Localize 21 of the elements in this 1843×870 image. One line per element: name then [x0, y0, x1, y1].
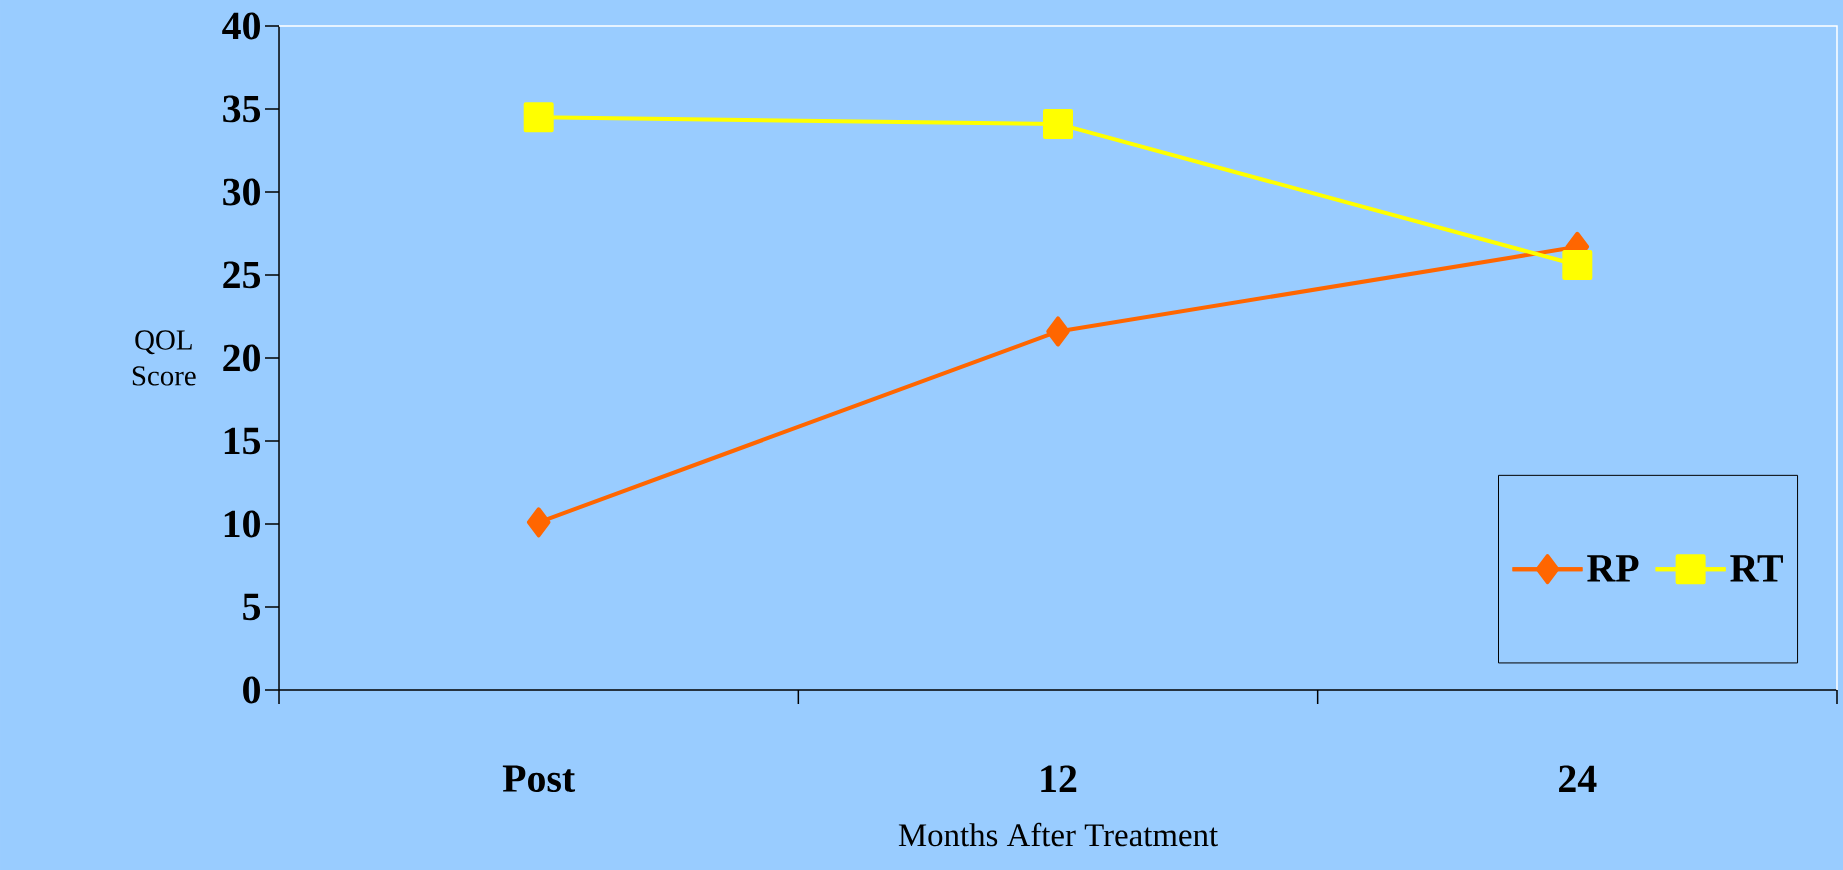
x-tick-label: Post	[502, 765, 576, 792]
legend-label: RP	[1587, 555, 1639, 582]
point	[1046, 316, 1070, 347]
x-axis-title: Months After Treatment	[898, 822, 1218, 847]
y-tick-label: 0	[243, 676, 260, 704]
y-tick-label: 25	[223, 261, 261, 289]
x-tick-label: 12	[1041, 765, 1077, 792]
y-tick-label: 30	[223, 178, 260, 206]
y-tick-label: 20	[223, 344, 260, 372]
point	[1043, 108, 1074, 139]
legend-label: RT	[1730, 555, 1783, 582]
y-tick-label: 35	[223, 95, 261, 123]
point	[523, 102, 554, 133]
y-axis-title: QOL Score	[132, 330, 196, 386]
x-tick-label: 24	[1559, 765, 1597, 792]
y-tick-label: 10	[224, 510, 260, 538]
y-tick-label: 40	[222, 12, 260, 40]
y-tick-label: 15	[224, 427, 261, 455]
point	[1562, 250, 1593, 281]
y-tick-label: 5	[243, 593, 261, 621]
point	[526, 507, 551, 538]
